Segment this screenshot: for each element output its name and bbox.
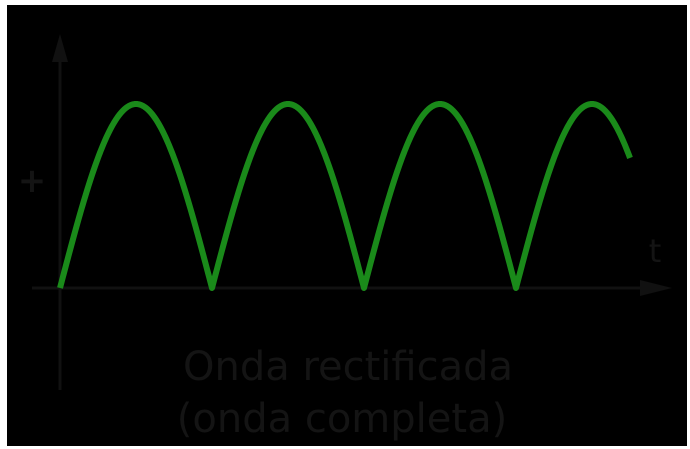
horizontal-axis-arrow-icon — [640, 280, 672, 296]
rectified-wave-curve — [57, 101, 633, 291]
caption-line-2: (onda completa) — [177, 396, 507, 442]
caption-line-1: Onda rectificada — [183, 344, 513, 390]
vertical-axis-arrow-icon — [52, 34, 68, 62]
plus-sign: + — [18, 161, 47, 201]
t-axis-label: t — [649, 232, 662, 270]
